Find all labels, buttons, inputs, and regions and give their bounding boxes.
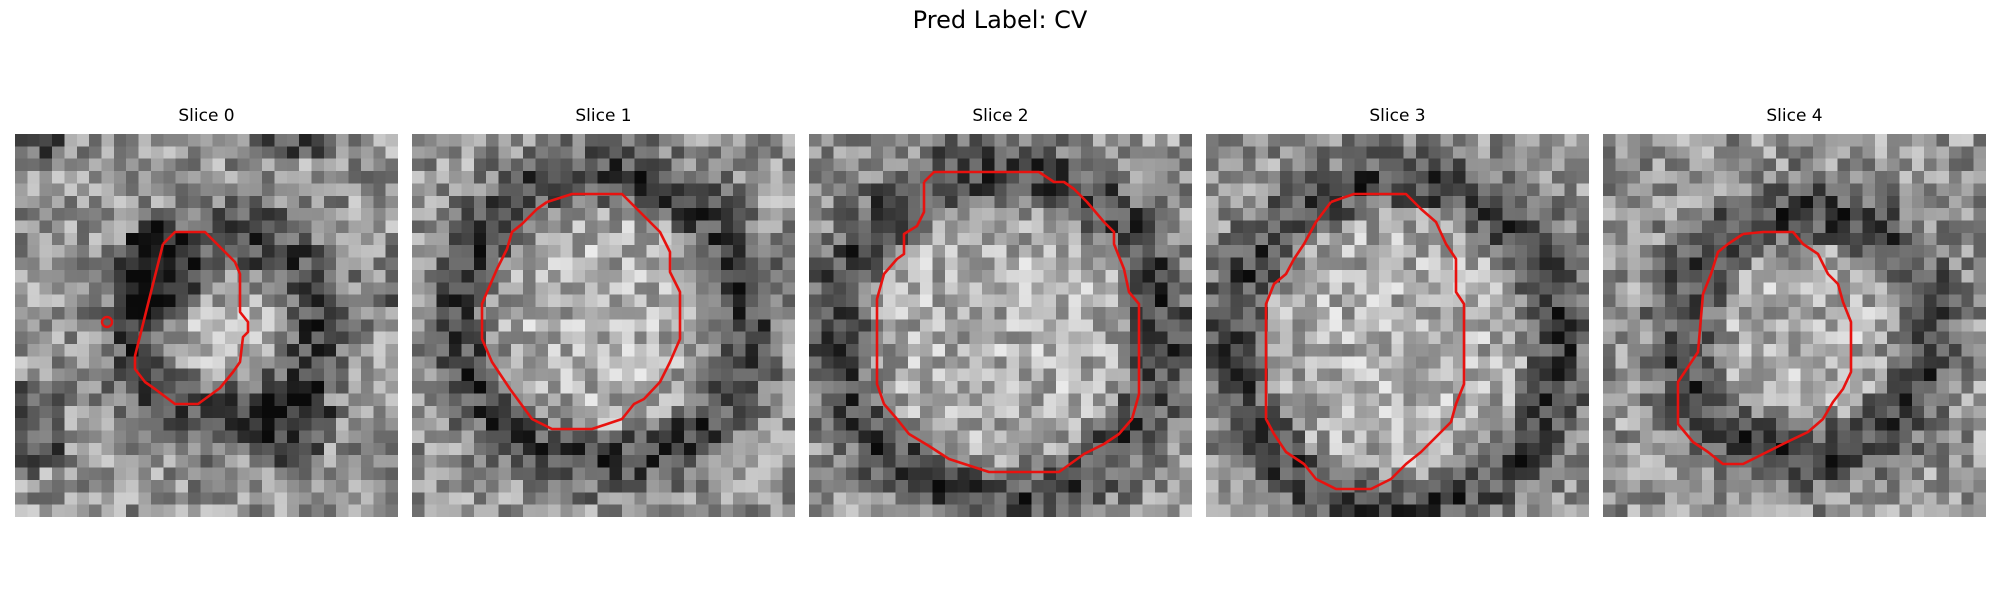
- slice-image: [15, 134, 398, 517]
- slice-image: [1603, 134, 1986, 517]
- segmentation-contour: [1264, 192, 1466, 491]
- slice-title: Slice 4: [1766, 106, 1823, 126]
- slice-image: [809, 134, 1192, 517]
- segmentation-contour: [100, 230, 250, 406]
- slice-image: [1206, 134, 1589, 517]
- figure-title: Pred Label: CV: [912, 6, 1088, 34]
- segmentation-contour: [480, 192, 682, 431]
- segmentation-contour: [875, 170, 1141, 474]
- slice-title: Slice 0: [178, 106, 235, 126]
- slice-title: Slice 3: [1369, 106, 1426, 126]
- slice-image: [412, 134, 795, 517]
- slice-title: Slice 1: [575, 106, 632, 126]
- slice-title: Slice 2: [972, 106, 1029, 126]
- segmentation-contour: [1676, 230, 1853, 466]
